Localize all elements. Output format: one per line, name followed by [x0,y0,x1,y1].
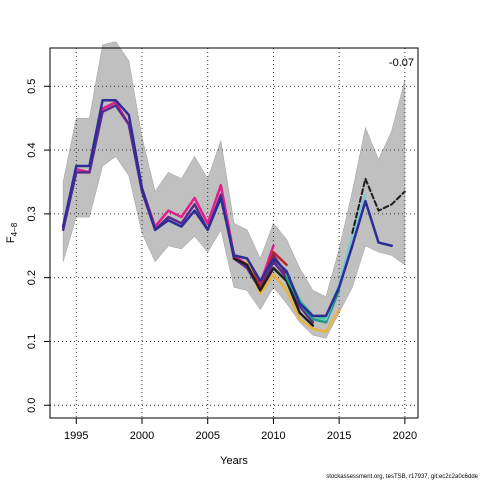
y-axis-title-subscript: 4−8 [10,222,19,236]
y-tick-label: 0.1 [26,334,38,349]
y-tick-label: 0.0 [26,398,38,413]
gridlines [50,48,418,418]
annotation-label: -0.07 [389,57,414,69]
footer-credit: stockassessment.org, tesTSB, r17937, git… [326,474,478,480]
x-tick-label: 2000 [130,430,154,442]
x-axis-title: Years [220,455,248,467]
plot-frame [49,47,419,419]
y-tick-label: 0.3 [26,206,38,221]
y-axis-title: F4−8 [5,222,19,243]
series-line [61,104,315,324]
y-tick-label: 0.2 [26,270,38,285]
x-tick-label: 2005 [195,430,219,442]
axes: 1995 2000 2005 2010 2015 2020 0.0 0.1 0.2 0.3 0.4 0… [26,79,417,442]
y-axis-title-main: F [5,236,17,243]
series-line [245,260,341,334]
series-line [61,99,393,318]
series-line [232,257,315,327]
y-tick-label: 0.4 [26,142,38,157]
x-tick-label: 2020 [393,430,417,442]
series-lines [61,99,406,334]
series-line [351,177,406,234]
y-tick-label: 0.5 [26,79,38,94]
x-tick-label: 2010 [261,430,285,442]
x-tick-label: 1995 [64,430,88,442]
x-tick-label: 2015 [327,430,351,442]
